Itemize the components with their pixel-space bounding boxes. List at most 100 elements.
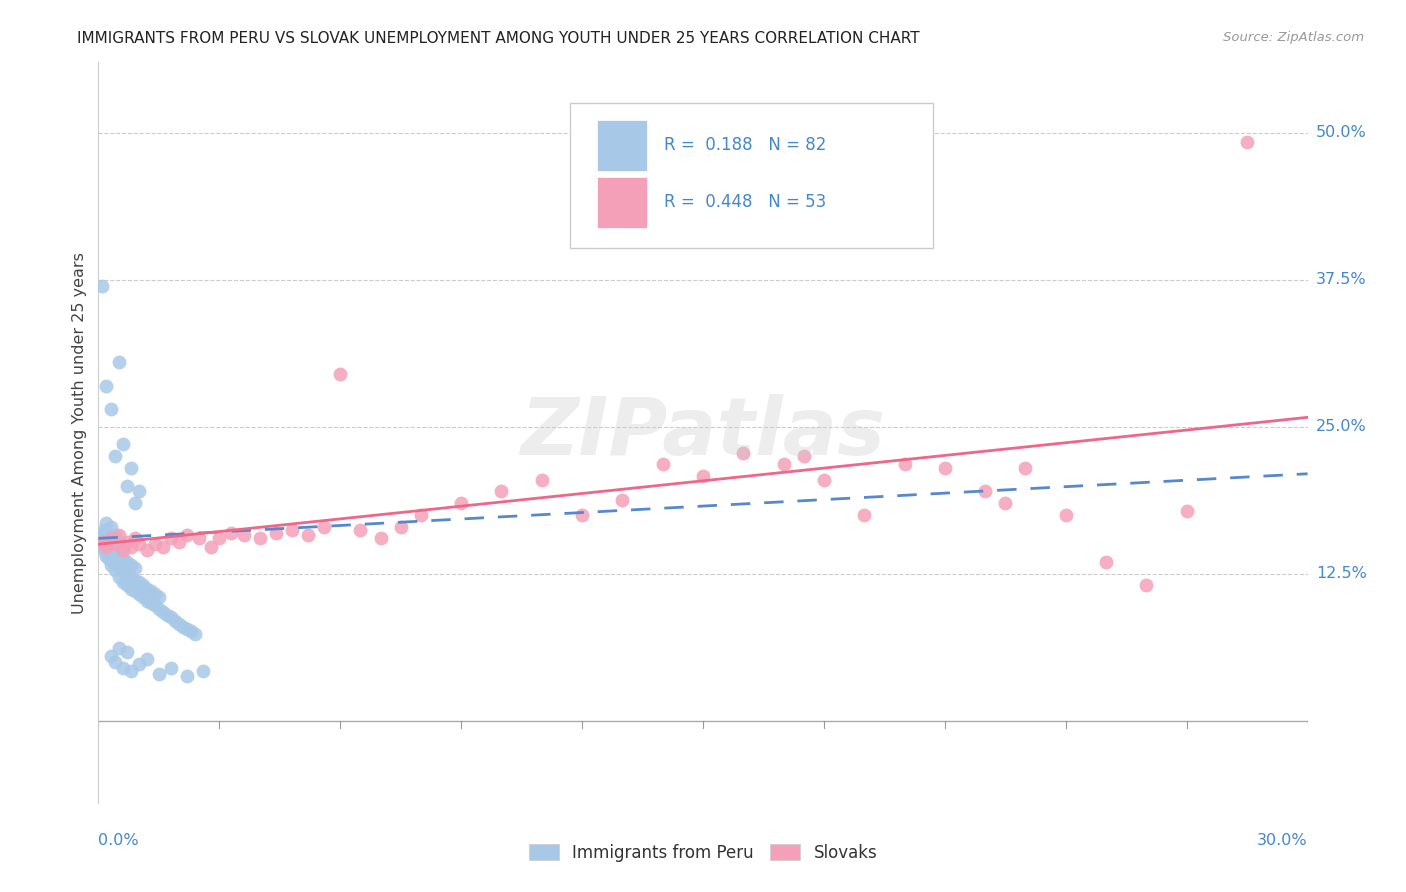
Point <box>115 578 138 592</box>
Point <box>115 555 138 569</box>
Point <box>91 535 114 549</box>
Text: 37.5%: 37.5% <box>1316 272 1367 287</box>
Point <box>107 535 129 549</box>
Point <box>100 532 122 546</box>
Point <box>135 543 157 558</box>
Text: Source: ZipAtlas.com: Source: ZipAtlas.com <box>1223 31 1364 45</box>
Point <box>793 449 815 463</box>
Point <box>160 660 183 674</box>
Point <box>135 582 157 596</box>
Point <box>934 461 956 475</box>
Point <box>193 664 215 678</box>
Point <box>96 537 118 551</box>
Point <box>221 525 243 540</box>
Point <box>100 519 122 533</box>
Point <box>91 535 114 549</box>
FancyBboxPatch shape <box>596 178 647 228</box>
FancyBboxPatch shape <box>596 120 647 171</box>
Point <box>115 478 138 492</box>
Point <box>135 593 157 607</box>
Point <box>120 540 142 554</box>
Text: 25.0%: 25.0% <box>1316 419 1367 434</box>
Point <box>314 519 336 533</box>
Point <box>188 532 211 546</box>
Point <box>103 655 125 669</box>
Point <box>97 551 120 566</box>
Point <box>120 570 142 584</box>
Point <box>111 563 134 577</box>
Point <box>100 648 122 663</box>
Point <box>100 540 122 554</box>
Point <box>128 537 150 551</box>
Point <box>107 640 129 655</box>
Point <box>143 537 166 551</box>
Point <box>128 484 150 499</box>
Point <box>128 574 150 589</box>
Text: 30.0%: 30.0% <box>1257 833 1308 848</box>
Text: 12.5%: 12.5% <box>1316 566 1367 582</box>
Point <box>994 496 1017 510</box>
Point <box>100 402 122 417</box>
Text: R =  0.188   N = 82: R = 0.188 N = 82 <box>664 136 827 154</box>
Point <box>115 566 138 581</box>
Point <box>120 664 142 678</box>
Point <box>1095 555 1118 569</box>
Point <box>143 599 166 613</box>
Point <box>893 458 915 472</box>
Point <box>101 555 124 569</box>
Point <box>96 540 118 554</box>
Point <box>139 584 162 599</box>
Point <box>124 573 146 587</box>
Point <box>530 473 553 487</box>
Point <box>329 367 352 381</box>
Point <box>124 561 146 575</box>
Point <box>100 549 122 563</box>
Point <box>208 532 231 546</box>
Point <box>1175 504 1198 518</box>
Text: IMMIGRANTS FROM PERU VS SLOVAK UNEMPLOYMENT AMONG YOUTH UNDER 25 YEARS CORRELATI: IMMIGRANTS FROM PERU VS SLOVAK UNEMPLOYM… <box>77 31 920 46</box>
Point <box>120 582 142 596</box>
Point <box>124 584 146 599</box>
Point <box>111 543 134 558</box>
Point <box>297 528 319 542</box>
Point <box>91 528 114 542</box>
Point <box>107 528 129 542</box>
Point <box>152 540 174 554</box>
Point <box>120 461 142 475</box>
Point <box>148 602 170 616</box>
Point <box>491 484 513 499</box>
Point <box>103 449 125 463</box>
Point <box>139 596 162 610</box>
Point <box>143 586 166 600</box>
Point <box>103 528 125 542</box>
Point <box>135 652 157 666</box>
Point <box>115 535 138 549</box>
Point <box>100 528 122 542</box>
Point <box>264 525 287 540</box>
Point <box>733 445 755 459</box>
Text: 50.0%: 50.0% <box>1316 126 1367 140</box>
Point <box>132 578 155 592</box>
Point <box>232 528 254 542</box>
Point <box>93 543 115 558</box>
Point <box>107 558 129 573</box>
Point <box>89 532 111 546</box>
Point <box>172 619 194 633</box>
Point <box>103 551 125 566</box>
Point <box>571 508 593 522</box>
Point <box>148 666 170 681</box>
Point <box>612 492 634 507</box>
Point <box>180 624 202 639</box>
Point <box>651 458 673 472</box>
Point <box>128 586 150 600</box>
Point <box>692 469 714 483</box>
Y-axis label: Unemployment Among Youth under 25 years: Unemployment Among Youth under 25 years <box>72 252 87 614</box>
Point <box>1236 136 1258 150</box>
Point <box>111 551 134 566</box>
Point <box>450 496 472 510</box>
Point <box>156 607 179 622</box>
Point <box>1014 461 1036 475</box>
Point <box>100 558 122 573</box>
Point <box>974 484 997 499</box>
Point <box>111 437 134 451</box>
